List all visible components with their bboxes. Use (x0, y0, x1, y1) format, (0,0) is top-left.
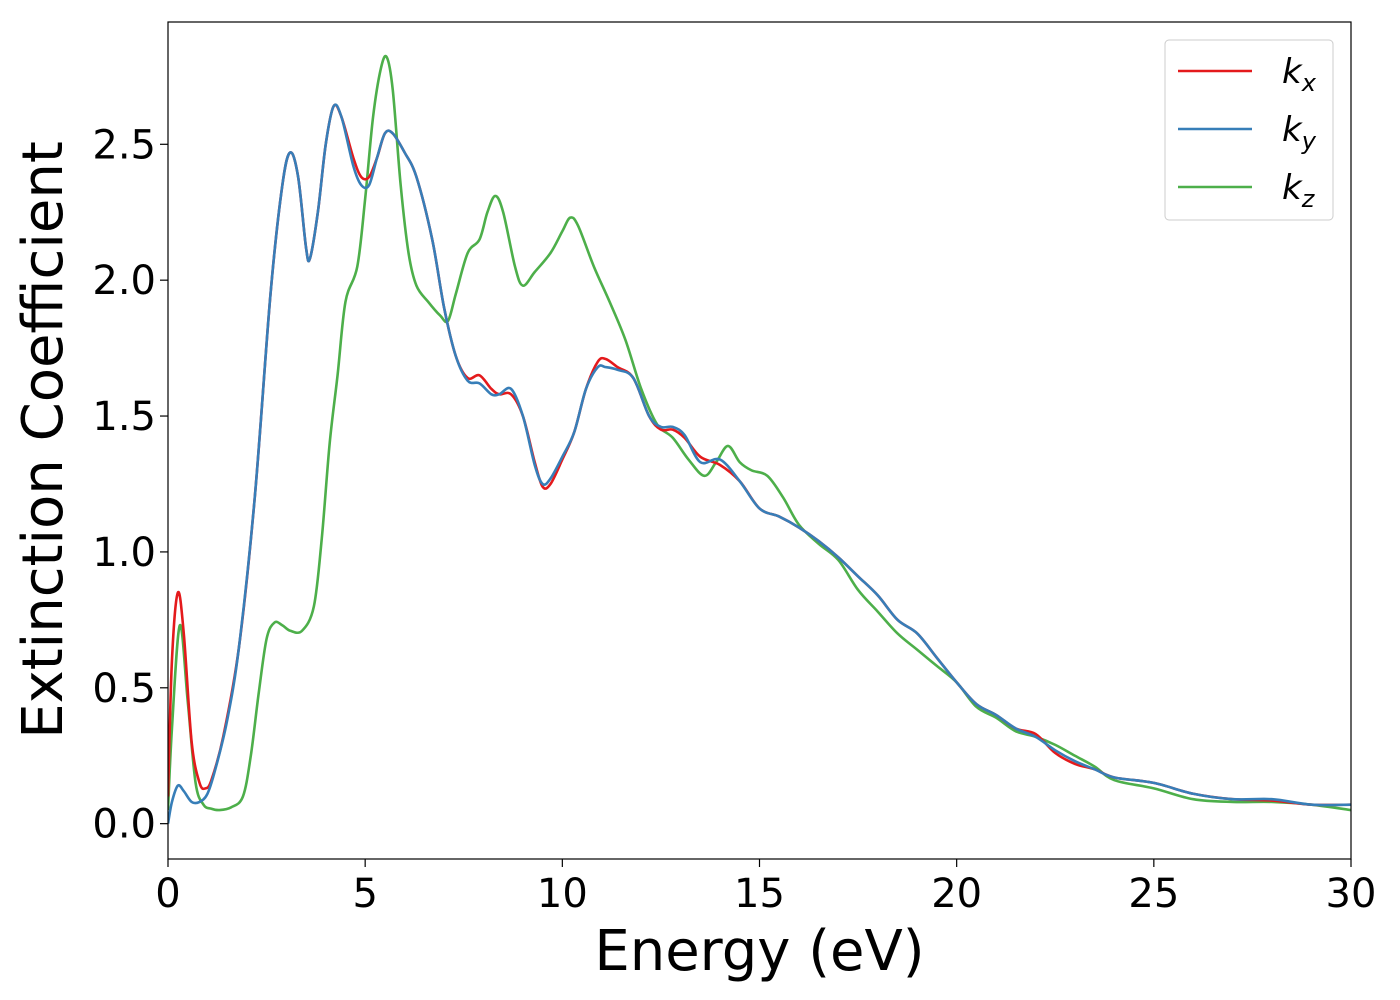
legend-label-subscript: y (1301, 127, 1317, 155)
x-tick-label: 25 (1128, 871, 1179, 917)
y-axis: 0.0 0.5 1.0 1.5 2.0 2.5 (92, 122, 168, 848)
legend-label-kx: kx (1282, 52, 1317, 97)
x-axis-title: Energy (eV) (594, 919, 924, 984)
x-tick-label: 5 (352, 871, 377, 917)
x-tick-label: 10 (537, 871, 588, 917)
series-layer (168, 54, 1351, 824)
y-tick-label: 1.5 (92, 394, 156, 440)
x-tick-label: 15 (734, 871, 785, 917)
legend-label-ky: ky (1282, 110, 1317, 155)
y-tick-label: 2.0 (92, 258, 156, 304)
legend-label-subscript: x (1301, 69, 1317, 97)
x-tick-label: 30 (1326, 871, 1377, 917)
y-tick-label: 0.0 (92, 802, 156, 848)
x-tick-label: 0 (155, 871, 180, 917)
y-tick-label: 2.5 (92, 122, 156, 168)
y-axis-title: Extinction Coefficient (11, 141, 76, 739)
axes-background (168, 22, 1351, 859)
legend-label-kz: kz (1282, 168, 1316, 213)
series-line-ky (168, 103, 1351, 824)
y-tick-label: 0.5 (92, 666, 156, 712)
legend-label-base: k (1282, 168, 1303, 208)
plot-area (168, 22, 1351, 859)
y-tick-label: 1.0 (92, 530, 156, 576)
legend-label-base: k (1282, 52, 1303, 92)
legend-label-subscript: z (1301, 185, 1316, 213)
x-tick-label: 20 (931, 871, 982, 917)
legend-label-base: k (1282, 110, 1303, 150)
x-axis: 0 5 10 15 20 25 30 (155, 859, 1376, 917)
